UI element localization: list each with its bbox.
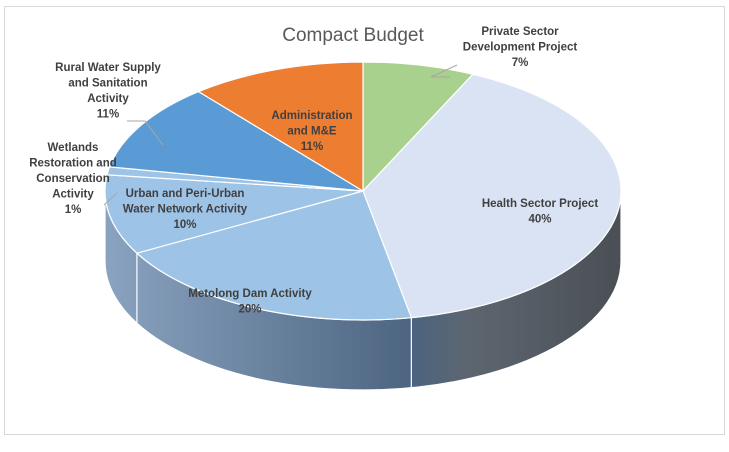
data-label-line: Wetlands — [48, 142, 99, 154]
pie-slice-3 — [135, 190, 413, 321]
data-label-line: and Sanitation — [68, 78, 147, 90]
pie-slice-layer — [104, 61, 622, 321]
data-label-percent: 1% — [65, 204, 82, 216]
data-label-line: Activity — [52, 189, 94, 201]
leader-line-layer — [103, 64, 458, 206]
data-label-percent: 11% — [97, 109, 119, 121]
pie-slice-4 — [104, 174, 364, 254]
data-label-line: Urban and Peri-Urban — [126, 188, 245, 200]
data-label-4: Urban and Peri-Urban Water Network Activi… — [123, 188, 248, 231]
data-label-2: Health Sector Project 40% — [482, 198, 598, 226]
data-label-line: Rural Water Supply — [55, 62, 161, 74]
pie-chart: Compact Budget Private Sector Development… — [29, 25, 622, 391]
data-label-line: Activity — [87, 93, 129, 105]
data-label-line: Development Project — [463, 42, 578, 54]
data-label-line: Restoration and — [29, 158, 117, 170]
data-label-percent: 40% — [528, 214, 551, 226]
data-label-7: Administration and M&E 11% — [271, 110, 352, 153]
data-label-3: Metolong Dam Activity 20% — [188, 288, 312, 316]
data-label-percent: 7% — [512, 57, 529, 69]
pie-slice-2 — [362, 73, 622, 319]
data-label-layer: Private Sector Development Project 7% Healt… — [29, 26, 598, 316]
leader-line-5 — [103, 192, 118, 206]
data-label-line: Conservation — [36, 173, 110, 185]
data-label-percent: 11% — [301, 141, 323, 153]
chart-title: Compact Budget — [282, 25, 424, 46]
pie-slice-6 — [108, 90, 364, 192]
data-label-line: Private Sector — [481, 26, 559, 38]
leader-line-1 — [430, 64, 458, 78]
pie-slice-7 — [197, 61, 364, 193]
leader-line-6 — [127, 120, 164, 146]
data-label-line: Administration — [271, 110, 352, 122]
data-label-line: and M&E — [287, 126, 337, 138]
data-label-percent: 10% — [173, 219, 196, 231]
data-label-1: Private Sector Development Project 7% — [463, 26, 578, 69]
chart-frame: Compact Budget Private Sector Development… — [4, 6, 725, 435]
pie-slice-1 — [362, 61, 475, 193]
data-label-line: Metolong Dam Activity — [188, 288, 312, 300]
data-label-line: Water Network Activity — [123, 204, 248, 216]
data-label-5: Wetlands Restoration and Conservation Activ… — [29, 142, 117, 216]
data-label-6: Rural Water Supply and Sanitation Activity… — [55, 62, 161, 121]
data-label-line: Health Sector Project — [482, 198, 598, 210]
data-label-percent: 20% — [238, 304, 261, 316]
